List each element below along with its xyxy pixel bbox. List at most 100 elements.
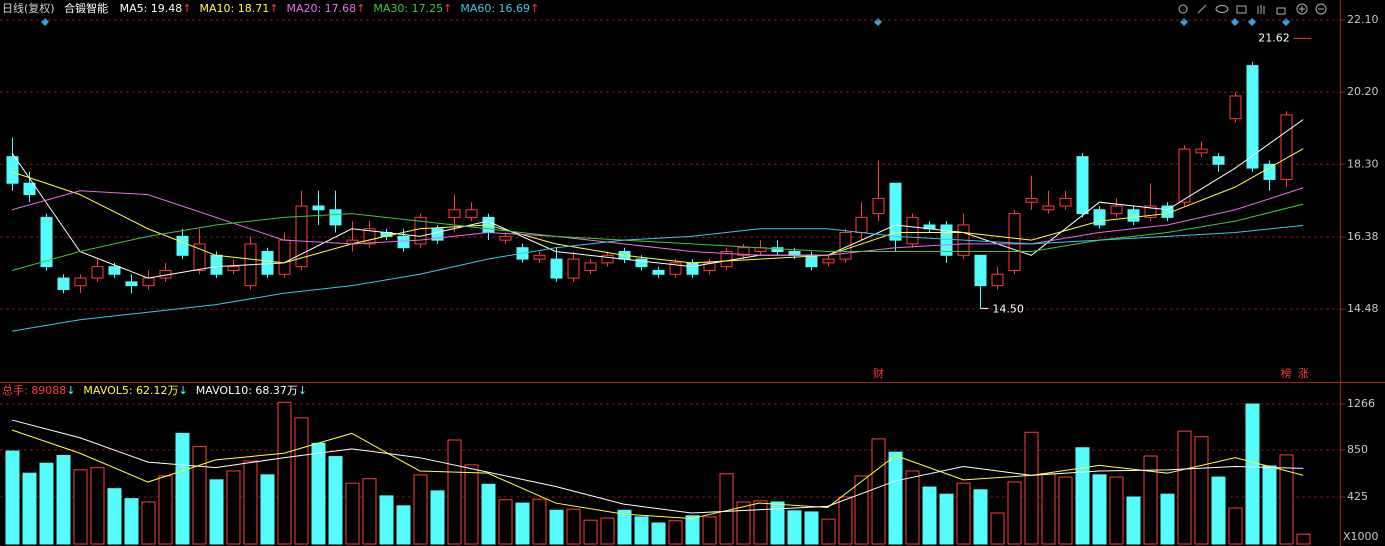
hand-icon[interactable] <box>1257 5 1265 14</box>
volume-bar <box>651 522 666 545</box>
candle-body <box>57 277 70 290</box>
candle-body <box>567 258 580 279</box>
legend-trend: ↑ <box>182 2 191 15</box>
draw-icon[interactable] <box>1197 4 1207 14</box>
volume-header: 总手: 89088↓ MAVOL5: 62.12万↓ MAVOL10: 68.37万… <box>2 383 307 397</box>
candle-body <box>1127 209 1140 222</box>
zoom-out-icon[interactable] <box>1315 3 1327 15</box>
candle-body <box>125 281 138 287</box>
volume-bar <box>362 478 377 545</box>
legend-trend: ↑ <box>269 2 278 15</box>
volume-bar <box>1007 481 1022 545</box>
candle-body <box>652 269 665 275</box>
zoom-in-plus <box>1299 6 1305 12</box>
volume-bar <box>617 509 632 545</box>
volume-bar <box>1143 455 1158 545</box>
candle-body <box>635 258 648 268</box>
stock-name: 合锻智能 <box>64 1 108 15</box>
ma-line <box>11 148 1304 264</box>
candle-body <box>91 266 104 279</box>
volume-bar <box>685 515 700 545</box>
candle-body <box>1195 148 1208 154</box>
candle-body <box>1042 205 1055 211</box>
y-tick-label: 14.48 <box>1347 302 1379 315</box>
volume-bar <box>515 502 530 545</box>
candle-body <box>1008 213 1021 271</box>
volume-bar <box>175 432 190 545</box>
legend-label: MA5: 19.48 <box>120 2 183 15</box>
candle-body <box>1025 197 1038 203</box>
volume-bar <box>854 475 869 545</box>
volume-bar <box>5 450 20 545</box>
candle-body <box>1246 65 1259 169</box>
candle-body <box>74 277 87 287</box>
candle-body <box>788 251 801 256</box>
candle-body <box>703 262 716 271</box>
y-tick-label: 425 <box>1347 490 1368 503</box>
volume-bar <box>1296 533 1311 545</box>
candle-body <box>363 228 376 245</box>
event-label: 榜 <box>1281 366 1292 380</box>
legend-label: MA10: 18.71 <box>200 2 270 15</box>
volume-bar <box>464 464 479 545</box>
legend-label: MAVOL5: 62.12万 <box>83 384 178 397</box>
volume-bar <box>1109 476 1124 545</box>
volume-bar <box>1041 473 1056 545</box>
candle-body <box>1093 209 1106 226</box>
volume-bar <box>345 482 360 545</box>
candle-body <box>1178 148 1191 203</box>
volume-bar <box>481 483 496 545</box>
candle-body <box>533 254 546 260</box>
y-tick-label: 1266 <box>1347 397 1375 410</box>
candle-body <box>210 254 223 275</box>
volume-bar <box>549 509 564 545</box>
candle-body <box>312 205 325 211</box>
volume-bar <box>583 519 598 545</box>
volume-bar <box>277 401 292 545</box>
toolbar[interactable] <box>1178 3 1327 15</box>
legend-label: MAVOL10: 68.37万 <box>196 384 298 397</box>
volume-bar <box>888 451 903 545</box>
legend-label: MA20: 17.68 <box>286 2 356 15</box>
settings-icon[interactable] <box>1178 4 1188 14</box>
candle-body <box>465 209 478 218</box>
volume-bar <box>430 490 445 545</box>
volume-bar <box>905 470 920 545</box>
bag-icon[interactable] <box>1236 5 1247 14</box>
volume-bar <box>1279 454 1294 545</box>
candle-body <box>822 258 835 264</box>
candle-body <box>1059 197 1072 207</box>
volume-bar <box>192 446 207 545</box>
candle-body <box>720 251 733 268</box>
ma-line <box>11 203 1304 271</box>
header: 日线(复权) 合锻智能 MA5: 19.48↑ MA10: 18.71↑ MA20:… <box>2 1 539 15</box>
candle-body <box>855 216 868 234</box>
ma-line <box>11 224 1304 332</box>
event-label: 涨 <box>1298 367 1309 380</box>
volume-unit: X1000 <box>1343 530 1379 543</box>
zoom-in-icon[interactable] <box>1296 3 1308 15</box>
candle-body <box>872 197 885 215</box>
lock-icon[interactable] <box>1276 7 1286 15</box>
candle-body <box>278 239 291 275</box>
volume-bar <box>1194 436 1209 545</box>
volume-bar <box>990 512 1005 545</box>
volume-bar <box>1058 476 1073 545</box>
candle-body <box>176 235 189 256</box>
volume-bar <box>787 510 802 545</box>
candle-body <box>686 262 699 275</box>
volume-bar <box>956 482 971 545</box>
volume-bar <box>719 473 734 545</box>
volume-bar <box>668 520 683 545</box>
eye-icon[interactable] <box>1215 5 1229 13</box>
candle-body <box>805 254 818 268</box>
volume-bar <box>447 439 462 545</box>
volume-bar <box>1126 496 1141 545</box>
y-tick-label: 20.20 <box>1347 85 1379 98</box>
volume-bar <box>1024 431 1039 545</box>
event-label: 财 <box>873 366 884 380</box>
total-volume: 总手: 89088 <box>2 383 66 397</box>
candle-body <box>6 156 19 184</box>
